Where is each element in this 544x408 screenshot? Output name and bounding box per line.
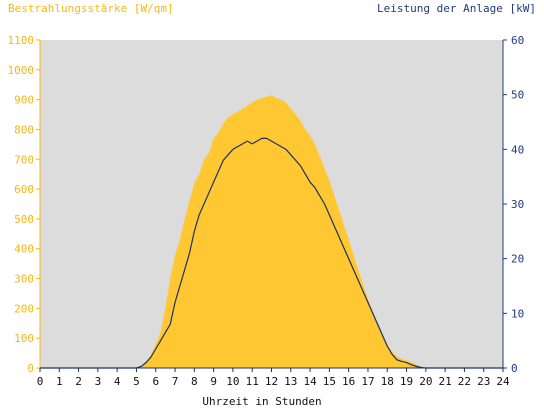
x-tick-label: 0 (37, 375, 44, 388)
x-tick-label: 17 (361, 375, 374, 388)
x-tick-label: 7 (172, 375, 179, 388)
right-tick-label: 60 (511, 34, 524, 47)
irradiance-area (40, 95, 503, 368)
left-tick-label: 100 (14, 332, 34, 345)
left-tick-label: 400 (14, 243, 34, 256)
x-tick-label: 11 (246, 375, 259, 388)
x-tick-label: 21 (439, 375, 452, 388)
right-tick-label: 40 (511, 143, 524, 156)
x-axis-ticks: 0 1 2 3 4 5 6 7 8 9 10 11 12 13 14 15 16 17 18 19 20 21 22 23 24 (37, 368, 510, 388)
x-tick-label: 13 (284, 375, 297, 388)
right-tick-label: 10 (511, 307, 524, 320)
left-tick-label: 700 (14, 153, 34, 166)
right-axis-ticks: 0 10 20 30 40 50 60 (503, 34, 524, 375)
x-axis-title: Uhrzeit in Stunden (202, 395, 321, 408)
x-tick-label: 2 (75, 375, 82, 388)
x-tick-label: 1 (56, 375, 63, 388)
right-tick-label: 20 (511, 253, 524, 266)
x-tick-label: 3 (95, 375, 102, 388)
left-tick-label: 600 (14, 183, 34, 196)
x-tick-label: 18 (381, 375, 394, 388)
left-axis-ticks: 0 100 200 300 400 500 600 700 800 900 1000 1100 (8, 34, 40, 375)
irradiance-area-layer (40, 95, 503, 368)
x-tick-label: 10 (226, 375, 239, 388)
x-tick-label: 5 (133, 375, 140, 388)
left-tick-label: 900 (14, 94, 34, 107)
x-tick-label: 15 (323, 375, 336, 388)
x-tick-label: 20 (419, 375, 432, 388)
left-tick-label: 200 (14, 302, 34, 315)
x-tick-label: 23 (477, 375, 490, 388)
right-axis-title: Leistung der Anlage [kW] (377, 2, 536, 15)
x-tick-label: 12 (265, 375, 278, 388)
x-tick-label: 22 (458, 375, 471, 388)
left-tick-label: 500 (14, 213, 34, 226)
x-tick-label: 19 (400, 375, 413, 388)
x-tick-label: 24 (496, 375, 510, 388)
power-line-layer (40, 137, 503, 369)
left-tick-label: 1100 (8, 34, 35, 47)
x-tick-label: 14 (303, 375, 317, 388)
right-tick-label: 30 (511, 198, 524, 211)
left-tick-label: 800 (14, 123, 34, 136)
left-tick-label: 300 (14, 273, 34, 286)
x-tick-label: 9 (210, 375, 217, 388)
x-tick-label: 4 (114, 375, 121, 388)
power-line (40, 137, 503, 369)
left-axis-title: Bestrahlungsstärke [W/qm] (8, 2, 174, 15)
x-tick-label: 6 (152, 375, 159, 388)
x-tick-label: 16 (342, 375, 355, 388)
right-tick-label: 0 (511, 362, 518, 375)
x-tick-label: 8 (191, 375, 198, 388)
right-tick-label: 50 (511, 89, 524, 102)
left-tick-label: 0 (27, 362, 34, 375)
left-tick-label: 1000 (8, 64, 35, 77)
